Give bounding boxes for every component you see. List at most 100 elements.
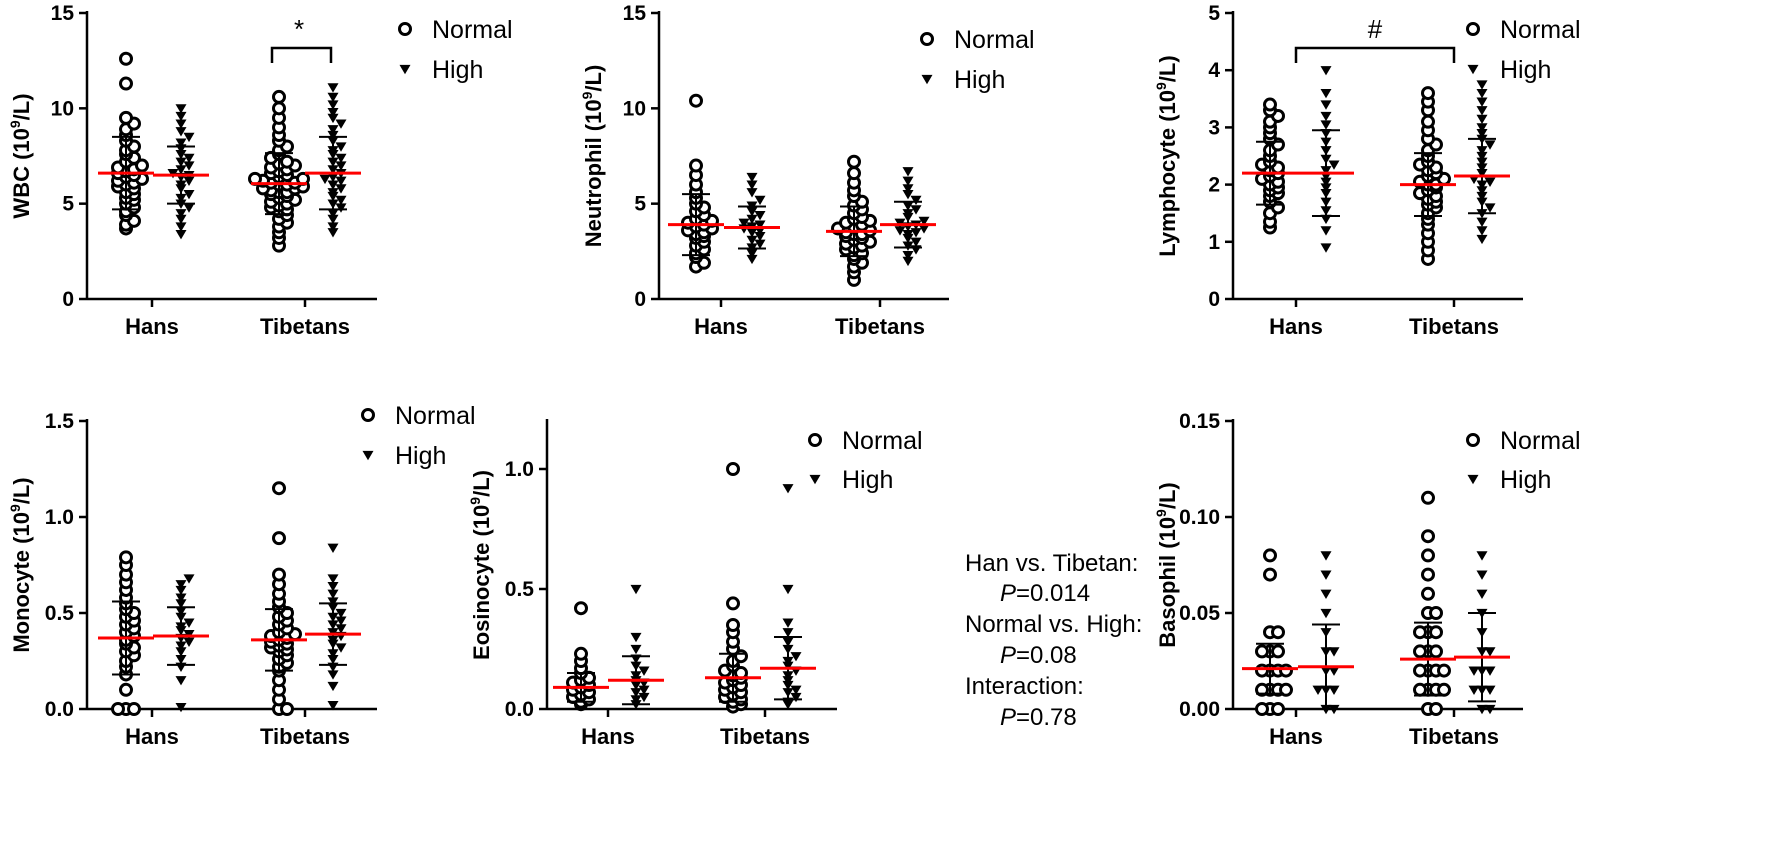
data-point-high <box>902 251 914 261</box>
data-point-high <box>175 138 187 148</box>
data-point-normal <box>726 462 740 476</box>
data-point-high <box>327 108 339 118</box>
y-tick-label: 0.10 <box>1179 506 1220 529</box>
legend-marker-high <box>1467 64 1479 75</box>
statistics-note-line-1: Han vs. Tibetan: <box>965 550 1138 577</box>
data-point-high <box>327 597 339 607</box>
legend-label-normal: Normal <box>1500 427 1581 455</box>
data-point-normal <box>272 567 286 582</box>
data-point-high <box>754 210 766 221</box>
data-point-normal <box>127 702 141 716</box>
y-axis-label-sup: 9 <box>579 91 595 99</box>
data-point-high <box>1476 226 1488 236</box>
data-point-high <box>746 172 758 183</box>
data-point-high <box>175 599 187 609</box>
data-point-high <box>335 142 347 152</box>
data-point-normal <box>119 76 133 91</box>
data-point-high <box>1476 88 1488 99</box>
data-point-high <box>790 652 802 662</box>
data-point-high <box>183 161 195 171</box>
y-tick-label: 15 <box>623 2 647 25</box>
data-point-high <box>638 685 650 696</box>
legend-label-normal: Normal <box>842 427 923 455</box>
significance-bracket <box>1294 46 1456 63</box>
y-axis-label-main: Monocyte (10 <box>9 512 34 653</box>
data-point-normal <box>1429 644 1443 659</box>
legend-marker-normal <box>1466 433 1480 447</box>
data-point-high <box>782 584 794 595</box>
data-point-high <box>1328 685 1340 696</box>
data-point-normal <box>1437 663 1451 678</box>
statistics-note-line5: Interaction: <box>965 673 1084 700</box>
y-axis-label-main: Neutrophil (10 <box>581 99 606 247</box>
data-point-high <box>902 176 914 187</box>
data-point-high <box>1484 203 1496 213</box>
y-tick-label: 3 <box>1208 116 1220 139</box>
data-point-high <box>910 205 922 215</box>
data-point-high <box>1476 128 1488 139</box>
data-point-high <box>638 692 650 703</box>
data-point-high <box>327 581 339 592</box>
y-axis-label: Basophil (109/L) <box>1153 482 1180 648</box>
data-point-high <box>1484 647 1496 657</box>
data-point-high <box>183 132 195 143</box>
data-point-high <box>335 203 347 213</box>
data-point-high <box>175 702 187 713</box>
data-point-high <box>327 574 339 584</box>
data-point-normal <box>1271 702 1285 716</box>
y-tick-label: 0.0 <box>45 698 74 721</box>
data-point-high <box>1484 666 1496 676</box>
data-point-high <box>754 231 766 242</box>
data-point-normal <box>1255 663 1269 678</box>
data-point-high <box>175 580 187 590</box>
statistics-note-line4_v: =0.08 <box>1016 642 1077 669</box>
data-point-high <box>1484 140 1496 150</box>
y-tick-label: 0.15 <box>1179 410 1220 433</box>
data-point-normal <box>574 646 588 661</box>
data-point-high <box>918 224 930 234</box>
category-label: Tibetans <box>720 724 810 749</box>
chart-panel-4: 0.0 0.5 1.0 1.5 Hans Tibetans Monocyte (109/L)… <box>7 402 476 749</box>
legend-label-high: High <box>842 466 893 494</box>
legend-marker-high <box>809 474 821 485</box>
y-axis-label: WBC (109/L) <box>7 93 34 218</box>
data-point-normal <box>1413 663 1427 678</box>
data-point-high <box>175 585 187 596</box>
data-point-high <box>335 643 347 653</box>
y-tick-label: 0 <box>634 288 646 311</box>
data-point-high <box>183 203 195 213</box>
y-tick-label: 2 <box>1208 174 1220 197</box>
data-point-high <box>183 190 195 200</box>
y-axis-label-sup: 9 <box>1153 82 1169 90</box>
data-point-high <box>1476 80 1488 90</box>
data-point-high <box>782 628 794 638</box>
data-point-high <box>918 216 930 227</box>
data-point-high <box>175 230 187 240</box>
chart-panel-2: 0 5 10 15 Hans Tibetans Neutrophil (109/L) Norm… <box>579 2 1035 339</box>
y-tick-label: 5 <box>634 193 646 216</box>
data-point-high <box>910 228 922 238</box>
data-point-high <box>335 624 347 634</box>
data-point-high <box>746 254 758 265</box>
data-point-high <box>902 167 914 177</box>
statistics-note-line2_p: P <box>1000 580 1016 607</box>
data-point-normal <box>1263 548 1277 563</box>
y-axis-label-main: Basophil (10 <box>1155 517 1180 648</box>
legend-label-normal: Normal <box>395 402 476 430</box>
category-label: Hans <box>1269 724 1323 749</box>
statistics-note-line4_p: P <box>1000 642 1016 669</box>
category-label: Hans <box>581 724 635 749</box>
data-point-high <box>327 125 339 135</box>
y-axis-label: Neutrophil (109/L) <box>579 65 606 248</box>
y-axis-label-main: Lymphocyte (10 <box>1155 90 1180 257</box>
legend-label-high: High <box>1500 466 1551 494</box>
data-point-normal <box>574 601 588 616</box>
data-point-normal <box>135 158 149 173</box>
legend-marker-normal <box>1466 22 1480 36</box>
significance-marker: # <box>1368 14 1383 44</box>
y-axis-label-tail: /L) <box>9 477 34 504</box>
data-point-high <box>327 83 339 93</box>
data-point-normal <box>847 166 861 181</box>
y-tick-label: 0 <box>62 288 74 311</box>
data-point-high <box>175 119 187 129</box>
